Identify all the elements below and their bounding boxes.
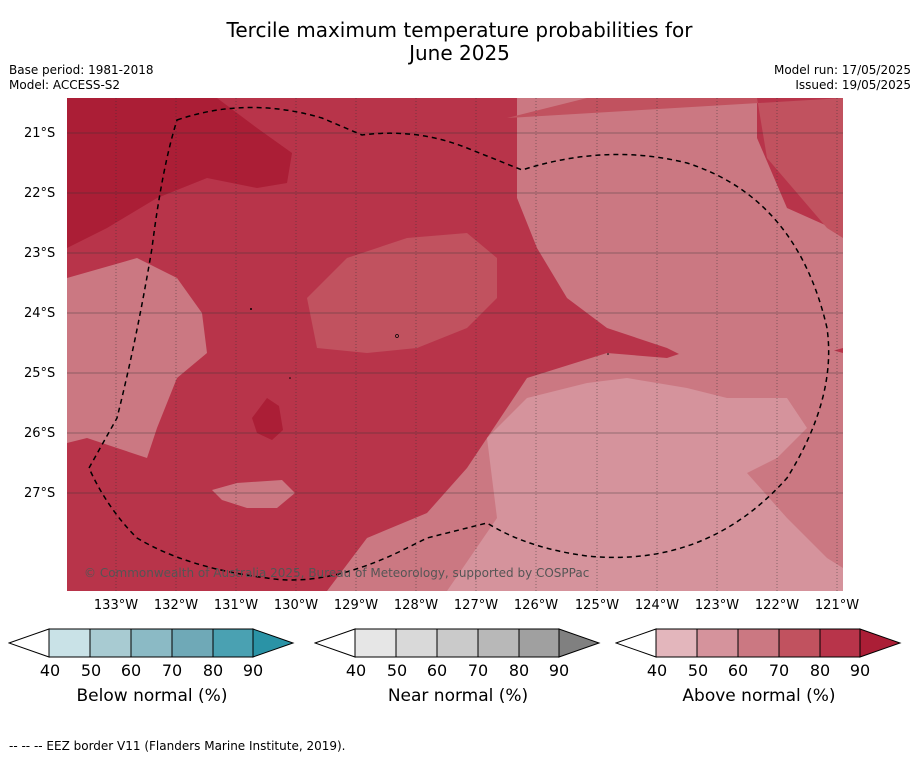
eez-footnote: -- -- -- EEZ border V11 (Flanders Marine… bbox=[9, 739, 346, 753]
cb-tick: 60 bbox=[120, 661, 142, 680]
cb-tick: 50 bbox=[687, 661, 709, 680]
copyright-text: © Commonwealth of Australia 2025, Bureau… bbox=[84, 566, 590, 580]
island-marker bbox=[607, 353, 609, 355]
lat-label: 22°S bbox=[24, 186, 56, 201]
eez-border bbox=[88, 106, 830, 581]
model-run-text: Model run: 17/05/2025 bbox=[773, 63, 911, 77]
lon-label: 125°W bbox=[574, 598, 620, 613]
lon-label: 123°W bbox=[694, 598, 740, 613]
region-60-70-center bbox=[307, 233, 497, 353]
model-text: Model: ACCESS-S2 bbox=[9, 78, 121, 92]
island-marker bbox=[395, 334, 399, 338]
lon-label: 130°W bbox=[273, 598, 319, 613]
island-marker bbox=[250, 308, 252, 310]
region-70-80-topright bbox=[507, 98, 843, 238]
lat-label: 27°S bbox=[24, 486, 56, 501]
cb-tick: 70 bbox=[467, 661, 489, 680]
lon-label: 122°W bbox=[754, 598, 800, 613]
region-50-60 bbox=[447, 378, 843, 591]
cb-tick: 60 bbox=[727, 661, 749, 680]
cb-tick: 40 bbox=[39, 661, 61, 680]
colorbar-above-normal bbox=[615, 628, 902, 658]
lon-label: 131°W bbox=[213, 598, 259, 613]
cb-tick: 80 bbox=[202, 661, 224, 680]
region-90-topleft bbox=[67, 98, 292, 248]
title-line-2: June 2025 bbox=[409, 41, 510, 65]
lon-label: 129°W bbox=[333, 598, 379, 613]
below-normal-label: Below normal (%) bbox=[76, 686, 228, 706]
meta-left: Base period: 1981-2018 Model: ACCESS-S2 bbox=[9, 63, 154, 93]
lon-label: 133°W bbox=[93, 598, 139, 613]
lat-label: 26°S bbox=[24, 426, 56, 441]
map-title: Tercile maximum temperature probabilitie… bbox=[0, 19, 919, 65]
cb-tick: 40 bbox=[646, 661, 668, 680]
colorbar-below-normal bbox=[8, 628, 295, 658]
issued-text: Issued: 19/05/2025 bbox=[795, 78, 911, 92]
lon-label: 127°W bbox=[453, 598, 499, 613]
above-normal-label: Above normal (%) bbox=[682, 686, 836, 706]
cb-tick: 60 bbox=[426, 661, 448, 680]
lat-label: 23°S bbox=[24, 246, 56, 261]
cb-tick: 80 bbox=[508, 661, 530, 680]
cb-tick: 40 bbox=[345, 661, 367, 680]
colorbar-near-normal bbox=[314, 628, 601, 658]
lat-label: 25°S bbox=[24, 366, 56, 381]
cb-tick: 80 bbox=[809, 661, 831, 680]
lon-label: 126°W bbox=[513, 598, 559, 613]
lon-label: 121°W bbox=[814, 598, 860, 613]
probability-map bbox=[67, 98, 843, 591]
lon-label: 124°W bbox=[634, 598, 680, 613]
cb-tick: 90 bbox=[548, 661, 570, 680]
lat-label: 21°S bbox=[24, 126, 56, 141]
lon-label: 132°W bbox=[153, 598, 199, 613]
region-90-small bbox=[252, 398, 283, 440]
cb-tick: 70 bbox=[768, 661, 790, 680]
region-60-70-spot bbox=[212, 480, 295, 508]
meta-right: Model run: 17/05/2025 Issued: 19/05/2025 bbox=[774, 63, 911, 93]
lon-label: 128°W bbox=[393, 598, 439, 613]
island-marker bbox=[289, 377, 291, 379]
near-normal-label: Near normal (%) bbox=[387, 686, 529, 706]
region-60-70-left bbox=[67, 258, 207, 458]
cb-tick: 50 bbox=[80, 661, 102, 680]
title-line-1: Tercile maximum temperature probabilitie… bbox=[226, 18, 693, 42]
cb-tick: 90 bbox=[242, 661, 264, 680]
lat-label: 24°S bbox=[24, 306, 56, 321]
cb-tick: 70 bbox=[161, 661, 183, 680]
cb-tick: 50 bbox=[386, 661, 408, 680]
cb-tick: 90 bbox=[849, 661, 871, 680]
region-60-70-right bbox=[517, 98, 843, 383]
base-period-text: Base period: 1981-2018 bbox=[9, 63, 154, 77]
